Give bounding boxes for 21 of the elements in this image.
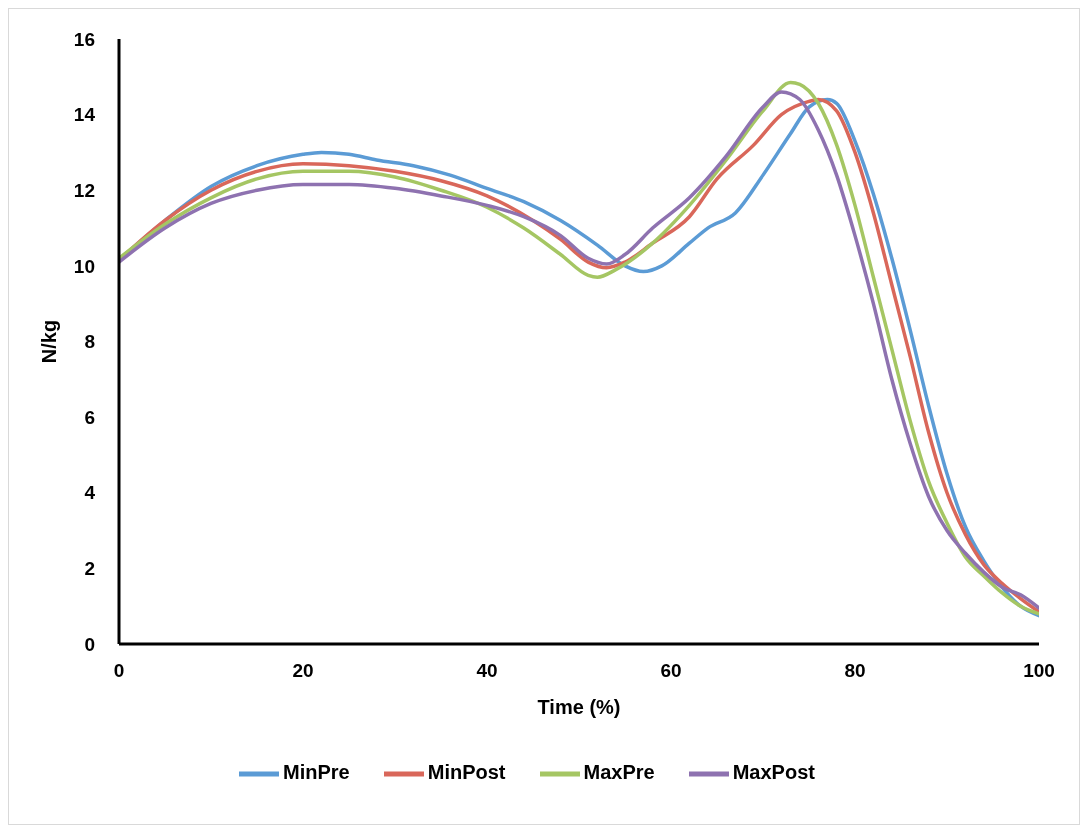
legend-label: MaxPre — [583, 761, 655, 784]
legend-label: MinPre — [283, 761, 350, 784]
x-axis-title: Time (%) — [537, 696, 621, 718]
x-tick-label: 80 — [844, 660, 866, 682]
x-tick-label: 100 — [1023, 660, 1055, 682]
x-tick-label: 0 — [113, 660, 125, 682]
y-tick-label: 10 — [73, 255, 95, 277]
x-tick-label: 20 — [292, 660, 314, 682]
y-tick-label: 14 — [73, 104, 96, 126]
y-tick-label: 16 — [73, 28, 95, 50]
y-tick-label: 12 — [73, 179, 95, 201]
y-tick-label: 8 — [84, 331, 95, 353]
y-axis-title: N/kg — [38, 319, 61, 364]
legend-label: MaxPost — [732, 761, 815, 784]
y-tick-label: 2 — [84, 558, 95, 580]
x-tick-label: 40 — [476, 660, 498, 682]
x-tick-label: 60 — [660, 660, 682, 682]
y-tick-label: 0 — [84, 633, 95, 655]
y-tick-label: 6 — [84, 406, 95, 428]
y-tick-label: 4 — [84, 482, 96, 504]
legend-label: MinPost — [427, 761, 506, 784]
